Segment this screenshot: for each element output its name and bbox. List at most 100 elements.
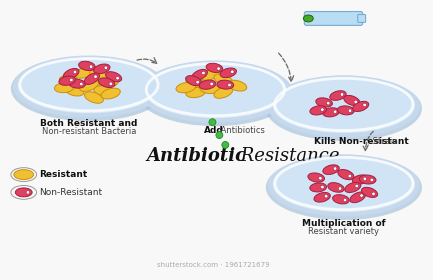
Ellipse shape <box>186 78 205 88</box>
Ellipse shape <box>18 58 160 113</box>
Ellipse shape <box>362 187 378 197</box>
Ellipse shape <box>216 132 223 139</box>
Ellipse shape <box>11 56 167 121</box>
Ellipse shape <box>94 75 97 78</box>
Ellipse shape <box>330 91 346 100</box>
Ellipse shape <box>304 15 313 22</box>
Ellipse shape <box>90 70 108 82</box>
Ellipse shape <box>94 86 113 95</box>
Ellipse shape <box>268 154 420 217</box>
Ellipse shape <box>324 195 328 198</box>
Ellipse shape <box>79 61 95 71</box>
Ellipse shape <box>319 177 322 180</box>
Ellipse shape <box>370 178 374 182</box>
Ellipse shape <box>337 106 354 115</box>
Text: Resistance: Resistance <box>235 147 339 165</box>
Ellipse shape <box>109 82 113 85</box>
FancyBboxPatch shape <box>304 11 363 25</box>
Ellipse shape <box>59 76 75 85</box>
Ellipse shape <box>59 76 79 86</box>
Ellipse shape <box>65 85 84 96</box>
Ellipse shape <box>348 109 352 113</box>
Ellipse shape <box>363 103 366 107</box>
Ellipse shape <box>220 68 236 78</box>
Ellipse shape <box>363 177 367 181</box>
Ellipse shape <box>328 183 344 192</box>
Ellipse shape <box>344 95 360 106</box>
Ellipse shape <box>55 83 74 93</box>
Ellipse shape <box>14 170 34 179</box>
Ellipse shape <box>94 64 110 74</box>
Ellipse shape <box>372 192 375 195</box>
Ellipse shape <box>210 82 213 86</box>
Ellipse shape <box>231 70 234 73</box>
Ellipse shape <box>340 93 344 96</box>
Ellipse shape <box>321 185 324 189</box>
Ellipse shape <box>316 98 333 107</box>
Ellipse shape <box>99 78 115 87</box>
Ellipse shape <box>277 159 411 208</box>
Ellipse shape <box>13 55 165 118</box>
Ellipse shape <box>186 76 202 86</box>
Ellipse shape <box>202 71 205 75</box>
Text: Antibiotics: Antibiotics <box>218 126 265 135</box>
Text: Multiplication of: Multiplication of <box>302 219 386 228</box>
Ellipse shape <box>314 193 330 202</box>
Ellipse shape <box>277 80 411 129</box>
Ellipse shape <box>266 76 422 141</box>
Ellipse shape <box>116 76 120 80</box>
Ellipse shape <box>227 80 247 91</box>
Ellipse shape <box>308 173 324 182</box>
Ellipse shape <box>323 108 339 117</box>
Ellipse shape <box>192 69 207 80</box>
Ellipse shape <box>139 60 291 123</box>
Ellipse shape <box>323 165 339 174</box>
Ellipse shape <box>310 106 326 115</box>
Text: Non-resistant Bacteria: Non-resistant Bacteria <box>42 127 136 136</box>
Ellipse shape <box>268 75 420 137</box>
Ellipse shape <box>352 175 369 184</box>
Ellipse shape <box>333 195 349 204</box>
Ellipse shape <box>99 78 119 88</box>
Ellipse shape <box>354 100 358 104</box>
Text: Strain: Strain <box>370 137 397 146</box>
Ellipse shape <box>214 87 233 98</box>
Text: Both Resistant and: Both Resistant and <box>40 119 138 128</box>
Ellipse shape <box>228 83 231 87</box>
Text: shutterstock.com · 1961721679: shutterstock.com · 1961721679 <box>157 262 270 269</box>
Ellipse shape <box>15 188 32 197</box>
Ellipse shape <box>345 182 361 193</box>
Ellipse shape <box>350 192 365 203</box>
Ellipse shape <box>326 101 330 105</box>
Ellipse shape <box>333 167 337 170</box>
Ellipse shape <box>359 175 376 184</box>
Ellipse shape <box>355 184 359 188</box>
Ellipse shape <box>199 80 216 89</box>
Ellipse shape <box>101 88 120 99</box>
Ellipse shape <box>84 73 100 85</box>
Text: Resistant variety: Resistant variety <box>308 227 379 236</box>
Ellipse shape <box>206 63 223 73</box>
Text: Non-Resistant: Non-Resistant <box>39 188 103 197</box>
Ellipse shape <box>144 63 287 118</box>
Text: Resistant: Resistant <box>39 170 88 179</box>
Ellipse shape <box>63 68 79 79</box>
Ellipse shape <box>26 191 29 194</box>
Ellipse shape <box>266 155 422 220</box>
Ellipse shape <box>186 87 206 98</box>
Ellipse shape <box>74 67 94 78</box>
Ellipse shape <box>106 72 122 82</box>
Ellipse shape <box>320 108 324 111</box>
Ellipse shape <box>196 80 199 84</box>
Ellipse shape <box>69 79 85 88</box>
Ellipse shape <box>338 187 342 190</box>
Ellipse shape <box>148 65 283 114</box>
Ellipse shape <box>22 60 156 109</box>
Ellipse shape <box>217 67 220 70</box>
Text: Antibiotic: Antibiotic <box>146 147 246 165</box>
Ellipse shape <box>338 169 354 180</box>
Ellipse shape <box>343 198 347 202</box>
Ellipse shape <box>217 80 234 89</box>
Ellipse shape <box>137 61 294 126</box>
Text: Kills Non-resistant: Kills Non-resistant <box>314 137 409 146</box>
